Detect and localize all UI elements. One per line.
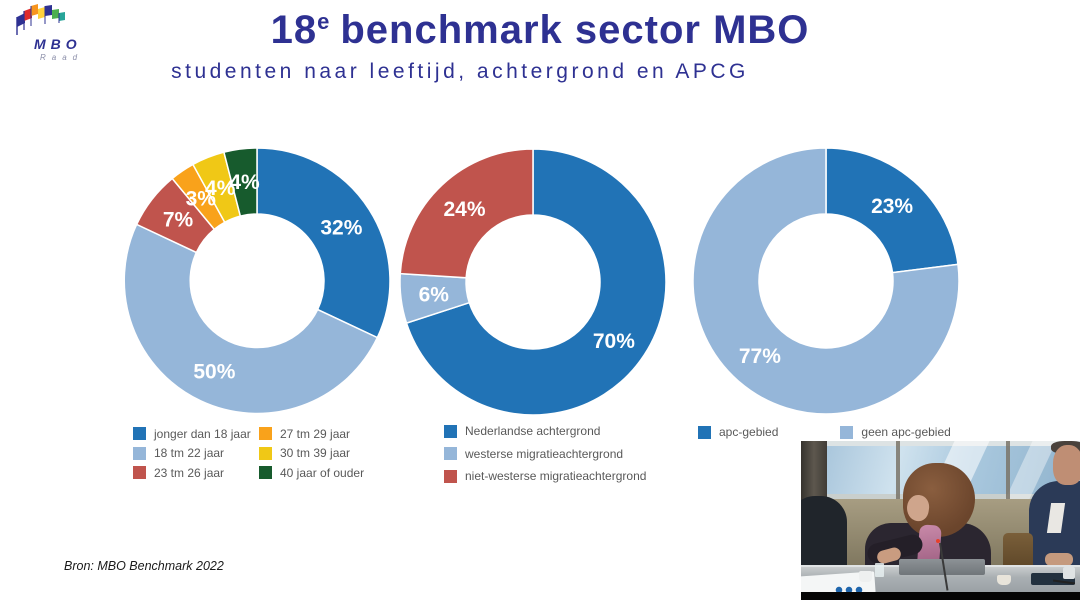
legend-item: geen apc-gebied	[840, 425, 951, 439]
legend-label: niet-westerse migratieachtergrond	[465, 469, 647, 484]
bag	[1003, 533, 1033, 571]
legend-item: 30 tm 39 jaar	[259, 444, 364, 464]
slice-data-label: 50%	[193, 361, 235, 384]
legend-item: 27 tm 29 jaar	[259, 424, 364, 444]
legend-item: apc-gebied	[698, 425, 778, 439]
donut-chart-leeftijd: 32%50%7%3%4%4%	[123, 147, 391, 415]
slice-data-label: 4%	[205, 177, 236, 200]
page-subtitle: studenten naar leeftijd, achtergrond en …	[171, 60, 749, 83]
legend-leeftijd: jonger dan 18 jaar 18 tm 22 jaar 23 tm 26 …	[133, 424, 364, 483]
legend-label: Nederlandse achtergrond	[465, 424, 601, 439]
legend-label: 18 tm 22 jaar	[154, 446, 225, 461]
logo-text-mbo: MBO	[34, 36, 82, 52]
donut-slice	[256, 147, 391, 339]
title-superscript: e	[317, 9, 331, 34]
mbo-raad-logo-icon	[16, 4, 65, 35]
legend-label: jonger dan 18 jaar	[154, 426, 251, 441]
donut-slice	[399, 148, 534, 279]
donut-slice	[223, 147, 258, 218]
legend-swatch	[444, 469, 457, 483]
legend-item: jonger dan 18 jaar	[133, 424, 259, 444]
title-number: 18	[270, 8, 318, 52]
slice-data-label: 70%	[593, 330, 635, 353]
legend-item: westerse migratieachtergrond	[444, 443, 646, 466]
participant-right-hand	[1045, 553, 1073, 566]
donut-chart-apcg: 23% 77%	[692, 147, 960, 415]
page-title: 18e benchmark sector MBO	[160, 8, 920, 53]
logo-text-raad: Raad	[40, 53, 84, 62]
window-frame	[1006, 441, 1010, 499]
slice-data-label: 6%	[419, 284, 450, 307]
legend-item: 40 jaar of ouder	[259, 463, 364, 483]
mbo-raad-logo: MBO Raad	[14, 4, 124, 62]
legend-swatch	[840, 425, 854, 439]
donut-slice	[123, 223, 379, 415]
cup	[997, 575, 1011, 585]
donut-slice	[692, 147, 960, 415]
legend-swatch	[698, 425, 711, 439]
title-text: benchmark sector MBO	[340, 8, 810, 52]
legend-swatch	[259, 446, 272, 460]
cup	[859, 571, 872, 582]
legend-swatch	[444, 447, 457, 461]
participant-right-head	[1053, 445, 1080, 485]
slice-data-label: 4%	[229, 171, 260, 194]
legend-label: 27 tm 29 jaar	[280, 426, 351, 441]
slice-data-label: 3%	[186, 187, 217, 210]
slice-data-label: 77%	[739, 345, 781, 368]
window-frame	[896, 441, 900, 499]
legend-apcg: apc-gebied geen apc-gebied	[698, 425, 951, 439]
legend-swatch	[133, 427, 146, 441]
legend-label: 30 tm 39 jaar	[280, 446, 351, 461]
webcam-video-overlay[interactable]	[801, 441, 1080, 600]
legend-swatch	[259, 466, 272, 480]
legend-label: 23 tm 26 jaar	[154, 465, 225, 480]
legend-item: 23 tm 26 jaar	[133, 463, 259, 483]
donut-slice	[405, 148, 667, 416]
legend-swatch	[444, 424, 457, 438]
legend-label: geen apc-gebied	[861, 425, 951, 439]
legend-achtergrond: Nederlandse achtergrond westerse migratie…	[444, 420, 646, 488]
legend-item: niet-westerse migratieachtergrond	[444, 465, 646, 488]
paper-logo	[835, 586, 865, 595]
donut-chart-achtergrond: 70% 6% 24%	[399, 148, 667, 416]
source-note: Bron: MBO Benchmark 2022	[64, 559, 224, 573]
legend-label: apc-gebied	[719, 425, 779, 439]
legend-item: 18 tm 22 jaar	[133, 444, 259, 464]
legend-swatch	[133, 466, 146, 480]
donut-slice	[825, 147, 959, 274]
video-letterbox-bar	[801, 592, 1080, 600]
glass	[875, 563, 884, 577]
legend-swatch	[259, 427, 272, 441]
legend-label: 40 jaar of ouder	[280, 465, 365, 480]
legend-swatch	[133, 446, 146, 460]
slice-data-label: 23%	[871, 195, 913, 218]
legend-label: westerse migratieachtergrond	[465, 446, 624, 461]
legend-item: Nederlandse achtergrond	[444, 420, 646, 443]
slice-data-label: 24%	[443, 198, 485, 221]
cup	[1063, 567, 1075, 579]
slice-data-label: 7%	[163, 209, 194, 232]
microphone-light	[936, 539, 940, 543]
slice-data-label: 32%	[320, 216, 362, 239]
